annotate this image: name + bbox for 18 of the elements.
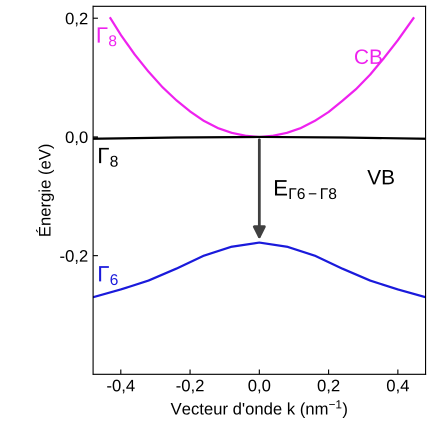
annotation: E$_{Γ6−Γ8}$ (275, 180, 336, 200)
annotation: Γ$_{6}$ (99, 266, 118, 286)
series-label: VB (367, 170, 394, 184)
series-label: CB (355, 49, 382, 64)
annotation: Γ$_{8}$ (99, 148, 118, 167)
x-tick-label: 0,2 (318, 380, 340, 394)
line-series (93, 241, 426, 298)
y-tick-label: 0,0 (66, 131, 88, 146)
y-tick-label: 0,2 (66, 12, 88, 26)
y-tick-label: -0,2 (60, 250, 88, 264)
line-series (109, 17, 415, 138)
y-axis-title: Énergie (eV) (36, 144, 54, 236)
x-tick-label: 0,0 (248, 380, 270, 394)
x-tick-label: 0,4 (386, 380, 409, 394)
x-axis-title: Vecteur d'onde k (nm$^{−1}$) (170, 400, 347, 418)
annotation: Γ$_{8}$ (98, 27, 116, 46)
x-tick-label: -0,4 (107, 380, 135, 394)
x-tick-label: -0,2 (176, 380, 204, 394)
